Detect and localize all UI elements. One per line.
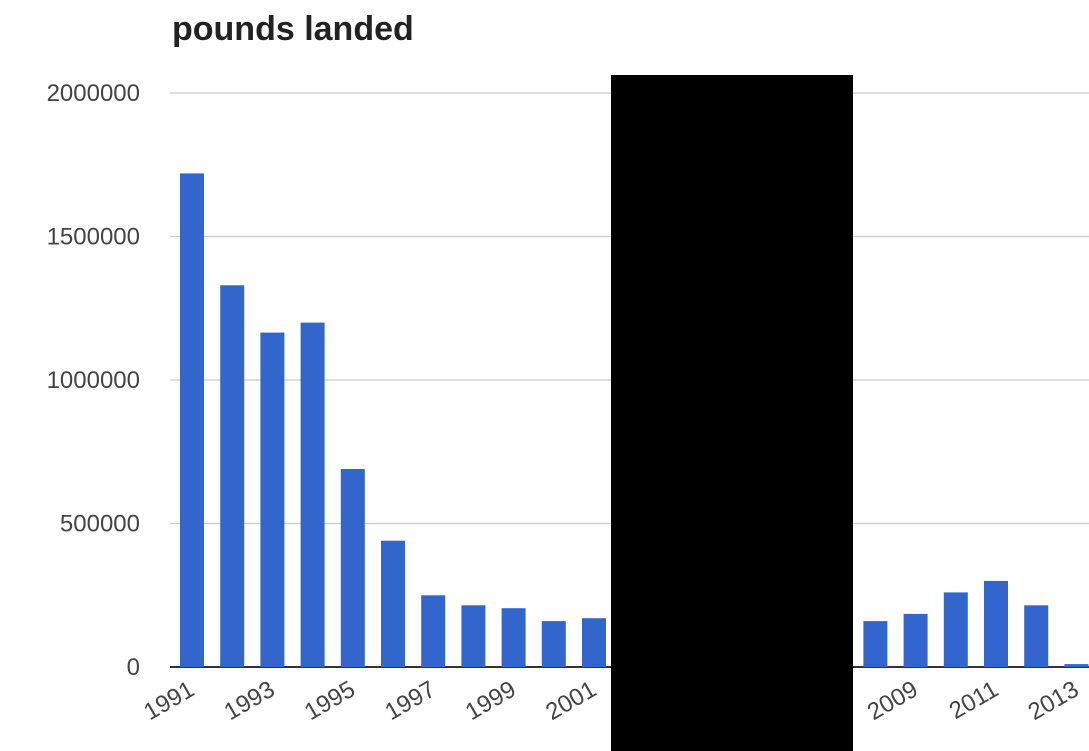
x-tick-label: 1995 bbox=[300, 676, 360, 726]
bar bbox=[421, 595, 446, 668]
y-tick-label: 2000000 bbox=[47, 80, 140, 107]
bar bbox=[381, 540, 405, 667]
bar bbox=[461, 605, 486, 667]
bar bbox=[541, 621, 566, 667]
x-tick-label: 2009 bbox=[863, 676, 923, 726]
bar bbox=[180, 173, 204, 667]
bar bbox=[1064, 664, 1089, 667]
bar bbox=[260, 332, 285, 667]
bar bbox=[903, 613, 928, 667]
bar bbox=[220, 285, 245, 667]
bar bbox=[582, 618, 606, 667]
bar bbox=[501, 608, 526, 667]
bar bbox=[300, 322, 325, 667]
x-tick-label: 1991 bbox=[139, 676, 199, 726]
y-tick-label: 500000 bbox=[60, 511, 140, 538]
y-axis-ticks: 0 500000 1000000 1500000 2000000 bbox=[47, 80, 140, 681]
x-tick-label: 2001 bbox=[541, 676, 601, 726]
bar bbox=[943, 592, 968, 667]
x-tick-label: 2013 bbox=[1024, 676, 1084, 726]
redaction-block bbox=[611, 75, 853, 751]
bar bbox=[984, 580, 1008, 667]
x-tick-label: 1997 bbox=[380, 676, 440, 726]
x-tick-label: 1993 bbox=[220, 676, 280, 726]
bars bbox=[180, 173, 1089, 668]
x-tick-label: 2011 bbox=[945, 676, 1003, 725]
bar bbox=[340, 469, 365, 667]
y-tick-label: 1000000 bbox=[47, 367, 140, 394]
bar bbox=[1024, 605, 1049, 667]
y-tick-label: 0 bbox=[127, 654, 140, 681]
y-tick-label: 1500000 bbox=[47, 224, 140, 251]
x-tick-label: 1999 bbox=[461, 676, 521, 726]
bar bbox=[863, 621, 888, 667]
chart-title: pounds landed bbox=[172, 10, 414, 48]
